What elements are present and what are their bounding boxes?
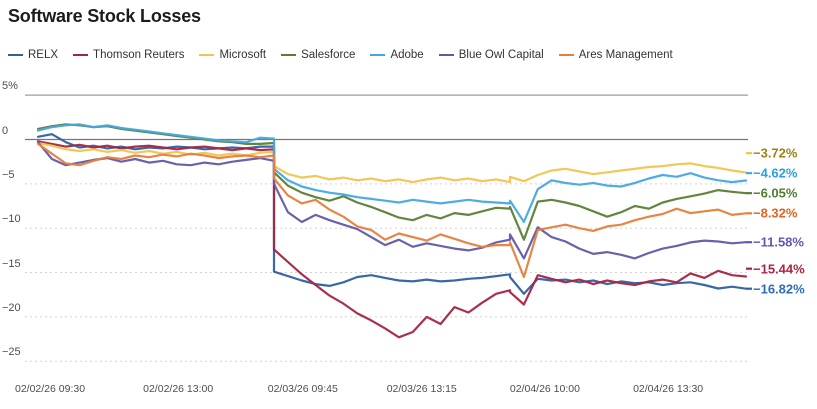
legend-item-relx[interactable]: RELX <box>8 49 58 61</box>
end-value-label-ares-management: −8.32% <box>753 205 798 221</box>
series-line-blue-owl-capital[interactable] <box>36 141 748 260</box>
y-axis-tick-label: 0 <box>2 124 9 137</box>
chart-legend: RELX Thomson Reuters Microsoft Salesforce Ad… <box>8 49 673 61</box>
legend-label: Adobe <box>390 49 424 61</box>
series-line-thomson-reuters[interactable] <box>36 140 748 339</box>
end-value-label-thomson-reuters: −15.44% <box>753 261 805 277</box>
end-value-label-microsoft: −3.72% <box>753 145 798 161</box>
legend-swatch-icon <box>281 54 297 56</box>
legend-swatch-icon <box>558 54 574 56</box>
chart-title: Software Stock Losses <box>8 6 201 26</box>
legend-label: Blue Owl Capital <box>458 49 544 61</box>
legend-item-ares-management[interactable]: Ares Management <box>558 49 673 61</box>
legend-swatch-icon <box>8 54 23 56</box>
legend-label: Ares Management <box>578 49 673 61</box>
x-axis-tick-label: 02/04/26 13:30 <box>633 383 704 395</box>
legend-item-adobe[interactable]: Adobe <box>370 49 424 61</box>
legend-item-microsoft[interactable]: Microsoft <box>199 49 266 61</box>
x-axis-tick-label: 02/04/26 10:00 <box>509 383 580 395</box>
y-axis-tick-label: −15 <box>2 257 21 270</box>
legend-label: Thomson Reuters <box>93 49 185 61</box>
series-line-adobe[interactable] <box>36 123 748 224</box>
y-axis-tick-label: −20 <box>2 301 21 314</box>
end-value-label-blue-owl-capital: −11.58% <box>753 234 804 250</box>
legend-item-salesforce[interactable]: Salesforce <box>281 49 355 61</box>
series-line-microsoft[interactable] <box>36 141 748 184</box>
end-value-label-salesforce: −6.05% <box>753 185 798 201</box>
legend-swatch-icon <box>199 54 215 56</box>
legend-swatch-icon <box>438 54 454 56</box>
y-axis-tick-label: −10 <box>2 213 21 226</box>
legend-item-blue-owl-capital[interactable]: Blue Owl Capital <box>438 49 544 61</box>
y-axis-tick-label: 5% <box>2 80 18 93</box>
x-axis-tick-label: 02/02/26 09:30 <box>14 383 86 395</box>
end-value-label-adobe: −4.62% <box>753 165 798 181</box>
legend-swatch-icon <box>370 54 386 56</box>
legend-swatch-icon <box>73 54 89 56</box>
y-axis-tick-label: −5 <box>2 168 15 181</box>
legend-label: RELX <box>28 49 59 61</box>
end-value-label-relx: −16.82% <box>753 281 805 297</box>
x-axis-tick-label: 02/03/26 09:45 <box>267 383 338 395</box>
x-axis-tick-label: 02/02/26 13:00 <box>143 383 214 395</box>
legend-label: Salesforce <box>301 49 356 61</box>
y-axis-tick-label: −25 <box>2 346 21 359</box>
legend-item-thomson-reuters[interactable]: Thomson Reuters <box>73 49 184 61</box>
series-line-ares-management[interactable] <box>36 142 748 279</box>
legend-label: Microsoft <box>219 49 267 61</box>
x-axis-tick-label: 02/03/26 13:15 <box>386 383 457 395</box>
